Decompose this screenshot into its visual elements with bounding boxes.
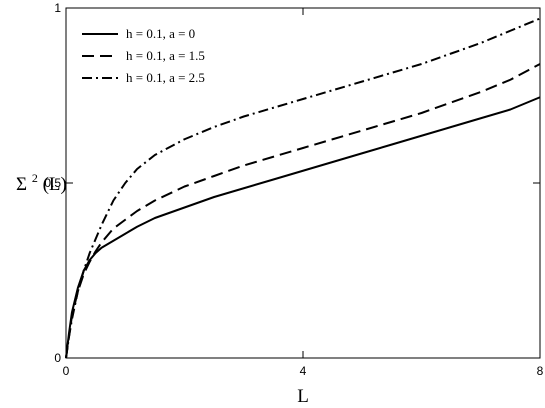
legend-label: h = 0.1, a = 0 — [126, 26, 195, 41]
legend-label: h = 0.1, a = 1.5 — [126, 48, 205, 63]
x-tick-label: 4 — [300, 364, 307, 378]
y-tick-label: 1 — [54, 1, 61, 15]
legend-label: h = 0.1, a = 2.5 — [126, 70, 205, 85]
y-axis-label: Σ 2 (L) — [16, 166, 67, 195]
x-axis-label: L — [297, 386, 309, 407]
x-tick-label: 8 — [537, 364, 544, 378]
y-tick-label: 0 — [54, 351, 61, 365]
plot-area — [65, 7, 541, 359]
series-layer — [65, 17, 541, 359]
y-tick-label: 0.5 — [44, 176, 61, 190]
y-axis-label-tail: (L) — [43, 174, 67, 195]
y-axis-label-main: Σ — [16, 174, 27, 195]
y-axis-label-sup: 2 — [32, 171, 38, 185]
series-line — [65, 63, 541, 359]
legend: h = 0.1, a = 0 h = 0.1, a = 1.5 h = 0.1, a… — [82, 26, 205, 85]
series-line — [65, 17, 541, 359]
x-tick-label: 0 — [63, 364, 70, 378]
